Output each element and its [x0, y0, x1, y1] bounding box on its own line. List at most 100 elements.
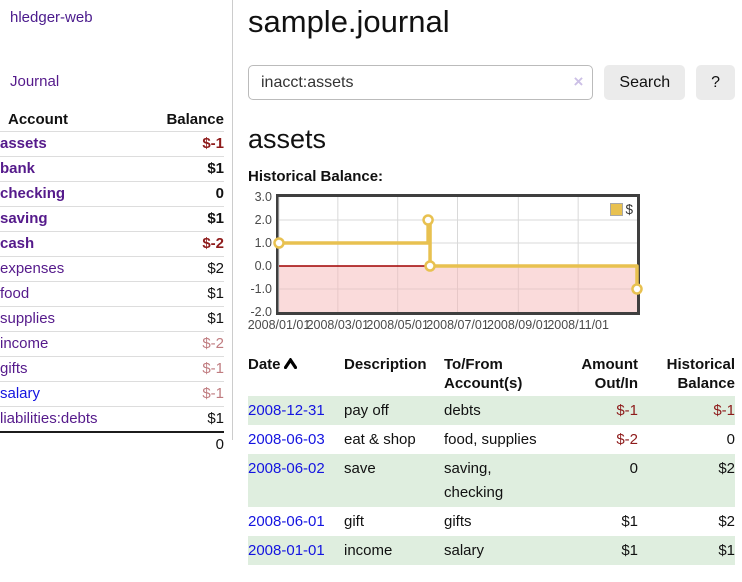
transaction-amount: 0 — [558, 454, 638, 507]
account-link-supplies[interactable]: supplies — [0, 310, 56, 327]
page-title: sample.journal — [248, 4, 450, 39]
account-balance: $-1 — [140, 131, 224, 157]
search-form: × Search ? — [248, 65, 735, 100]
y-tick-label: -1.0 — [250, 282, 272, 296]
account-heading: assets — [248, 124, 327, 154]
table-row: 2008-06-02 save saving, checking 0 $2 — [248, 454, 735, 507]
account-link-checking[interactable]: checking — [0, 185, 66, 202]
sidebar-item-journal[interactable]: Journal — [10, 73, 60, 90]
table-row: 2008-12-31 pay off debts $-1 $-1 — [248, 396, 735, 425]
accounts-total-row: 0 — [0, 431, 224, 457]
legend-swatch — [610, 203, 624, 216]
register-header-amount: Amount Out/In — [581, 356, 638, 392]
account-link-income[interactable]: income — [0, 335, 49, 352]
y-tick-label: 2.0 — [254, 213, 272, 227]
y-tick-label: 0.0 — [254, 259, 272, 273]
clear-search-icon[interactable]: × — [573, 72, 584, 91]
transaction-balance: $1 — [638, 536, 735, 565]
transaction-accounts: saving, checking — [444, 454, 558, 507]
transaction-balance: 0 — [726, 430, 735, 448]
x-tick-label: 2008/03/01 — [306, 318, 370, 332]
table-row: salary $-1 — [0, 381, 224, 407]
account-balance: $1 — [140, 306, 224, 332]
table-row: assets $-1 — [0, 131, 224, 157]
chart-legend: $ — [610, 202, 633, 217]
x-tick-label: 2008/07/01 — [426, 318, 489, 332]
account-link-gifts[interactable]: gifts — [0, 360, 28, 377]
transaction-amount: $1 — [621, 512, 638, 530]
transaction-date-link[interactable]: 2008-06-01 — [248, 512, 325, 530]
table-row: checking 0 — [0, 181, 224, 207]
y-tick-label: 3.0 — [254, 190, 272, 204]
account-link-saving[interactable]: saving — [0, 210, 48, 227]
legend-label: $ — [625, 202, 633, 217]
register-header-balance: Historical Balance — [666, 356, 735, 392]
account-link-expenses[interactable]: expenses — [0, 260, 65, 277]
account-balance: $1 — [140, 156, 224, 182]
transaction-amount: $1 — [558, 536, 638, 565]
y-tick-label: -2.0 — [250, 305, 272, 319]
account-link-liabilities-debts[interactable]: liabilities:debts — [0, 410, 98, 427]
search-help-button[interactable]: ? — [696, 65, 735, 100]
y-tick-label: 1.0 — [254, 236, 272, 250]
chart-plot-area: $ — [273, 194, 643, 315]
main-content: sample.journal × Search ? assets Histori… — [248, 0, 735, 565]
register-header-accounts: To/From Account(s) — [444, 356, 523, 392]
account-link-cash[interactable]: cash — [0, 235, 35, 252]
transaction-date-link[interactable]: 2008-06-03 — [248, 430, 325, 448]
search-button[interactable]: Search — [604, 65, 686, 100]
transaction-description: income — [344, 536, 444, 565]
table-row: 2008-01-01 income salary $1 $1 — [248, 536, 735, 565]
transaction-date-link[interactable]: 2008-12-31 — [248, 401, 325, 419]
accounts-header-account: Account — [0, 108, 141, 132]
register-header-date[interactable]: Date — [248, 352, 344, 396]
table-row: cash $-2 — [0, 231, 224, 257]
transaction-description: pay off — [344, 396, 444, 425]
accounts-header-row: Account Balance — [0, 108, 224, 132]
transaction-balance: $2 — [638, 454, 735, 507]
search-input[interactable] — [248, 65, 594, 100]
table-row: bank $1 — [0, 156, 224, 182]
chart-canvas — [273, 197, 643, 312]
chart-title: Historical Balance: — [248, 168, 384, 185]
table-row: 2008-06-01 gift gifts $1 $2 — [248, 507, 735, 536]
account-balance: $-1 — [140, 381, 224, 407]
table-row: 2008-06-03 eat & shop food, supplies $-2… — [248, 425, 735, 454]
transaction-description: save — [344, 454, 444, 507]
sort-ascending-icon — [283, 355, 297, 374]
register-header-description: Description — [344, 356, 427, 373]
table-row: expenses $2 — [0, 256, 224, 282]
table-row: gifts $-1 — [0, 356, 224, 382]
table-row: income $-2 — [0, 331, 224, 357]
app-brand-link[interactable]: hledger-web — [10, 9, 93, 26]
x-tick-label: 2008/11/01 — [547, 318, 609, 332]
account-balance: 0 — [140, 181, 224, 207]
transaction-accounts: debts — [444, 396, 558, 425]
table-row: food $1 — [0, 281, 224, 307]
historical-balance-chart: $ 3.0 2.0 1.0 0.0 -1.0 -2.0 2008/01/01 2008/03… — [248, 190, 735, 336]
account-balance: $1 — [140, 281, 224, 307]
account-balance: $1 — [207, 410, 224, 427]
transaction-balance: $-1 — [638, 396, 735, 425]
accounts-total: 0 — [140, 431, 224, 457]
account-balance: $-1 — [140, 356, 224, 382]
table-row: saving $1 — [0, 206, 224, 232]
x-tick-label: 2008/05/01 — [366, 318, 429, 332]
account-link-assets[interactable]: assets — [0, 135, 47, 152]
account-balance: $2 — [140, 256, 224, 282]
transaction-accounts: salary — [444, 536, 558, 565]
accounts-header-balance: Balance — [140, 108, 224, 132]
transaction-date-link[interactable]: 2008-01-01 — [248, 541, 325, 559]
account-link-salary[interactable]: salary — [0, 385, 41, 402]
account-balance: $-2 — [140, 331, 224, 357]
transaction-description: gift — [344, 512, 365, 530]
transaction-accounts: gifts — [444, 512, 472, 530]
transaction-date-link[interactable]: 2008-06-02 — [248, 459, 325, 477]
register-header-row: Date Description To/From Account(s) Amou… — [248, 352, 735, 396]
accounts-table: Account Balance assets $-1 bank $1 check… — [0, 108, 224, 457]
sidebar: hledger-web Journal Account Balance asse… — [0, 0, 233, 457]
account-link-bank[interactable]: bank — [0, 160, 36, 177]
transaction-description: eat & shop — [344, 430, 416, 448]
register-table: Date Description To/From Account(s) Amou… — [248, 352, 735, 565]
account-link-food[interactable]: food — [0, 285, 30, 302]
